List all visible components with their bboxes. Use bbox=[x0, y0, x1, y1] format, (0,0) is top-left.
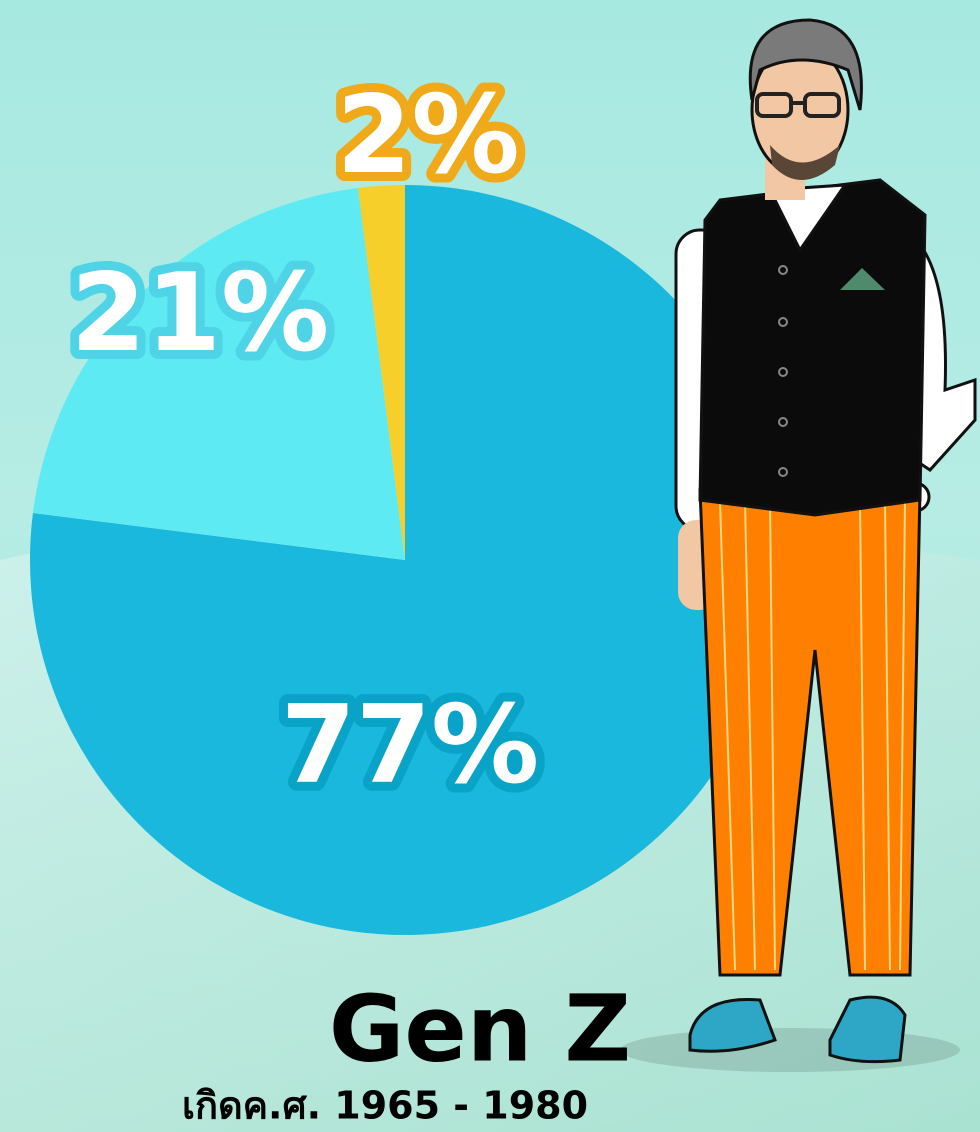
chart: 77% 21%2% Gen Z เกิดค.ศ. 1965 - 1980 bbox=[0, 0, 980, 1132]
value-label: 77% bbox=[281, 683, 540, 808]
title: Gen Z bbox=[329, 975, 631, 1082]
value-label: 2% bbox=[336, 73, 519, 198]
page: 77%21%2% Gen Z เกิดค.ศ. 1965 - 1980 (() … bbox=[0, 0, 980, 1132]
value-label: 21% bbox=[71, 251, 330, 376]
subtitle: เกิดค.ศ. 1965 - 1980 bbox=[182, 1084, 588, 1128]
